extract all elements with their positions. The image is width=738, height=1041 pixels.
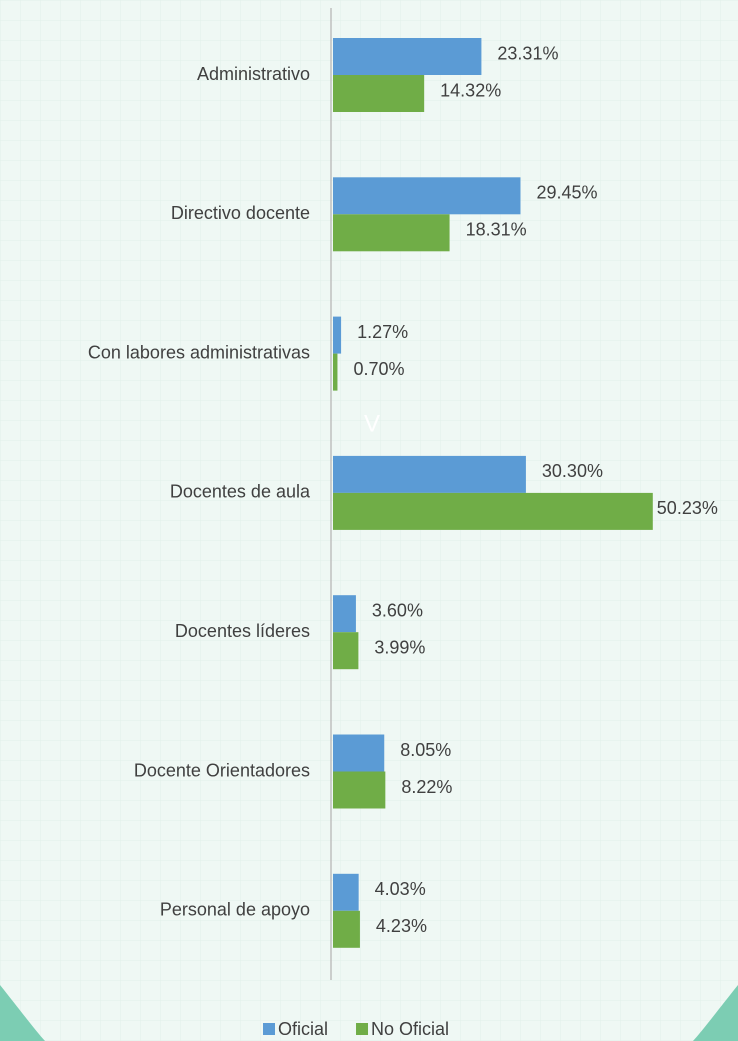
category-label: Personal de apoyo (160, 900, 310, 920)
legend-label: No Oficial (371, 1019, 449, 1039)
corner-decoration (693, 985, 738, 1041)
value-label: 8.22% (401, 777, 452, 797)
legend-swatch (263, 1023, 275, 1035)
category-label: Con labores administrativas (88, 342, 310, 362)
value-label: 18.31% (466, 220, 527, 240)
category-label: Docentes líderes (175, 621, 310, 641)
value-label: 3.60% (372, 600, 423, 620)
bar (333, 873, 359, 911)
value-label: 50.23% (657, 498, 718, 518)
bar (333, 177, 521, 215)
value-label: 0.70% (353, 359, 404, 379)
bar (333, 771, 386, 809)
bar (333, 316, 342, 354)
bar (333, 455, 526, 493)
bar (333, 595, 356, 633)
bar (333, 75, 425, 112)
value-label: 3.99% (374, 637, 425, 657)
value-label: 8.05% (400, 740, 451, 760)
value-label: 4.23% (376, 916, 427, 936)
bar (333, 38, 482, 75)
category-label: Docente Orientadores (134, 760, 310, 780)
legend-label: Oficial (278, 1019, 328, 1039)
annotation: V (364, 410, 380, 437)
bar (333, 214, 450, 252)
category-label: Docentes de aula (170, 482, 311, 502)
value-label: 4.03% (375, 879, 426, 899)
value-label: 1.27% (357, 322, 408, 342)
value-label: 23.31% (497, 43, 558, 63)
corner-decoration (0, 985, 45, 1041)
category-label: Administrativo (197, 64, 310, 84)
bar (333, 632, 359, 670)
value-label: 29.45% (536, 183, 597, 203)
bar (333, 492, 653, 530)
bar (333, 910, 360, 948)
legend-swatch (356, 1023, 369, 1035)
bar (333, 353, 338, 391)
value-label: 14.32% (440, 80, 501, 100)
category-label: Directivo docente (171, 203, 310, 223)
bar (333, 734, 385, 772)
value-label: 30.30% (542, 461, 603, 481)
